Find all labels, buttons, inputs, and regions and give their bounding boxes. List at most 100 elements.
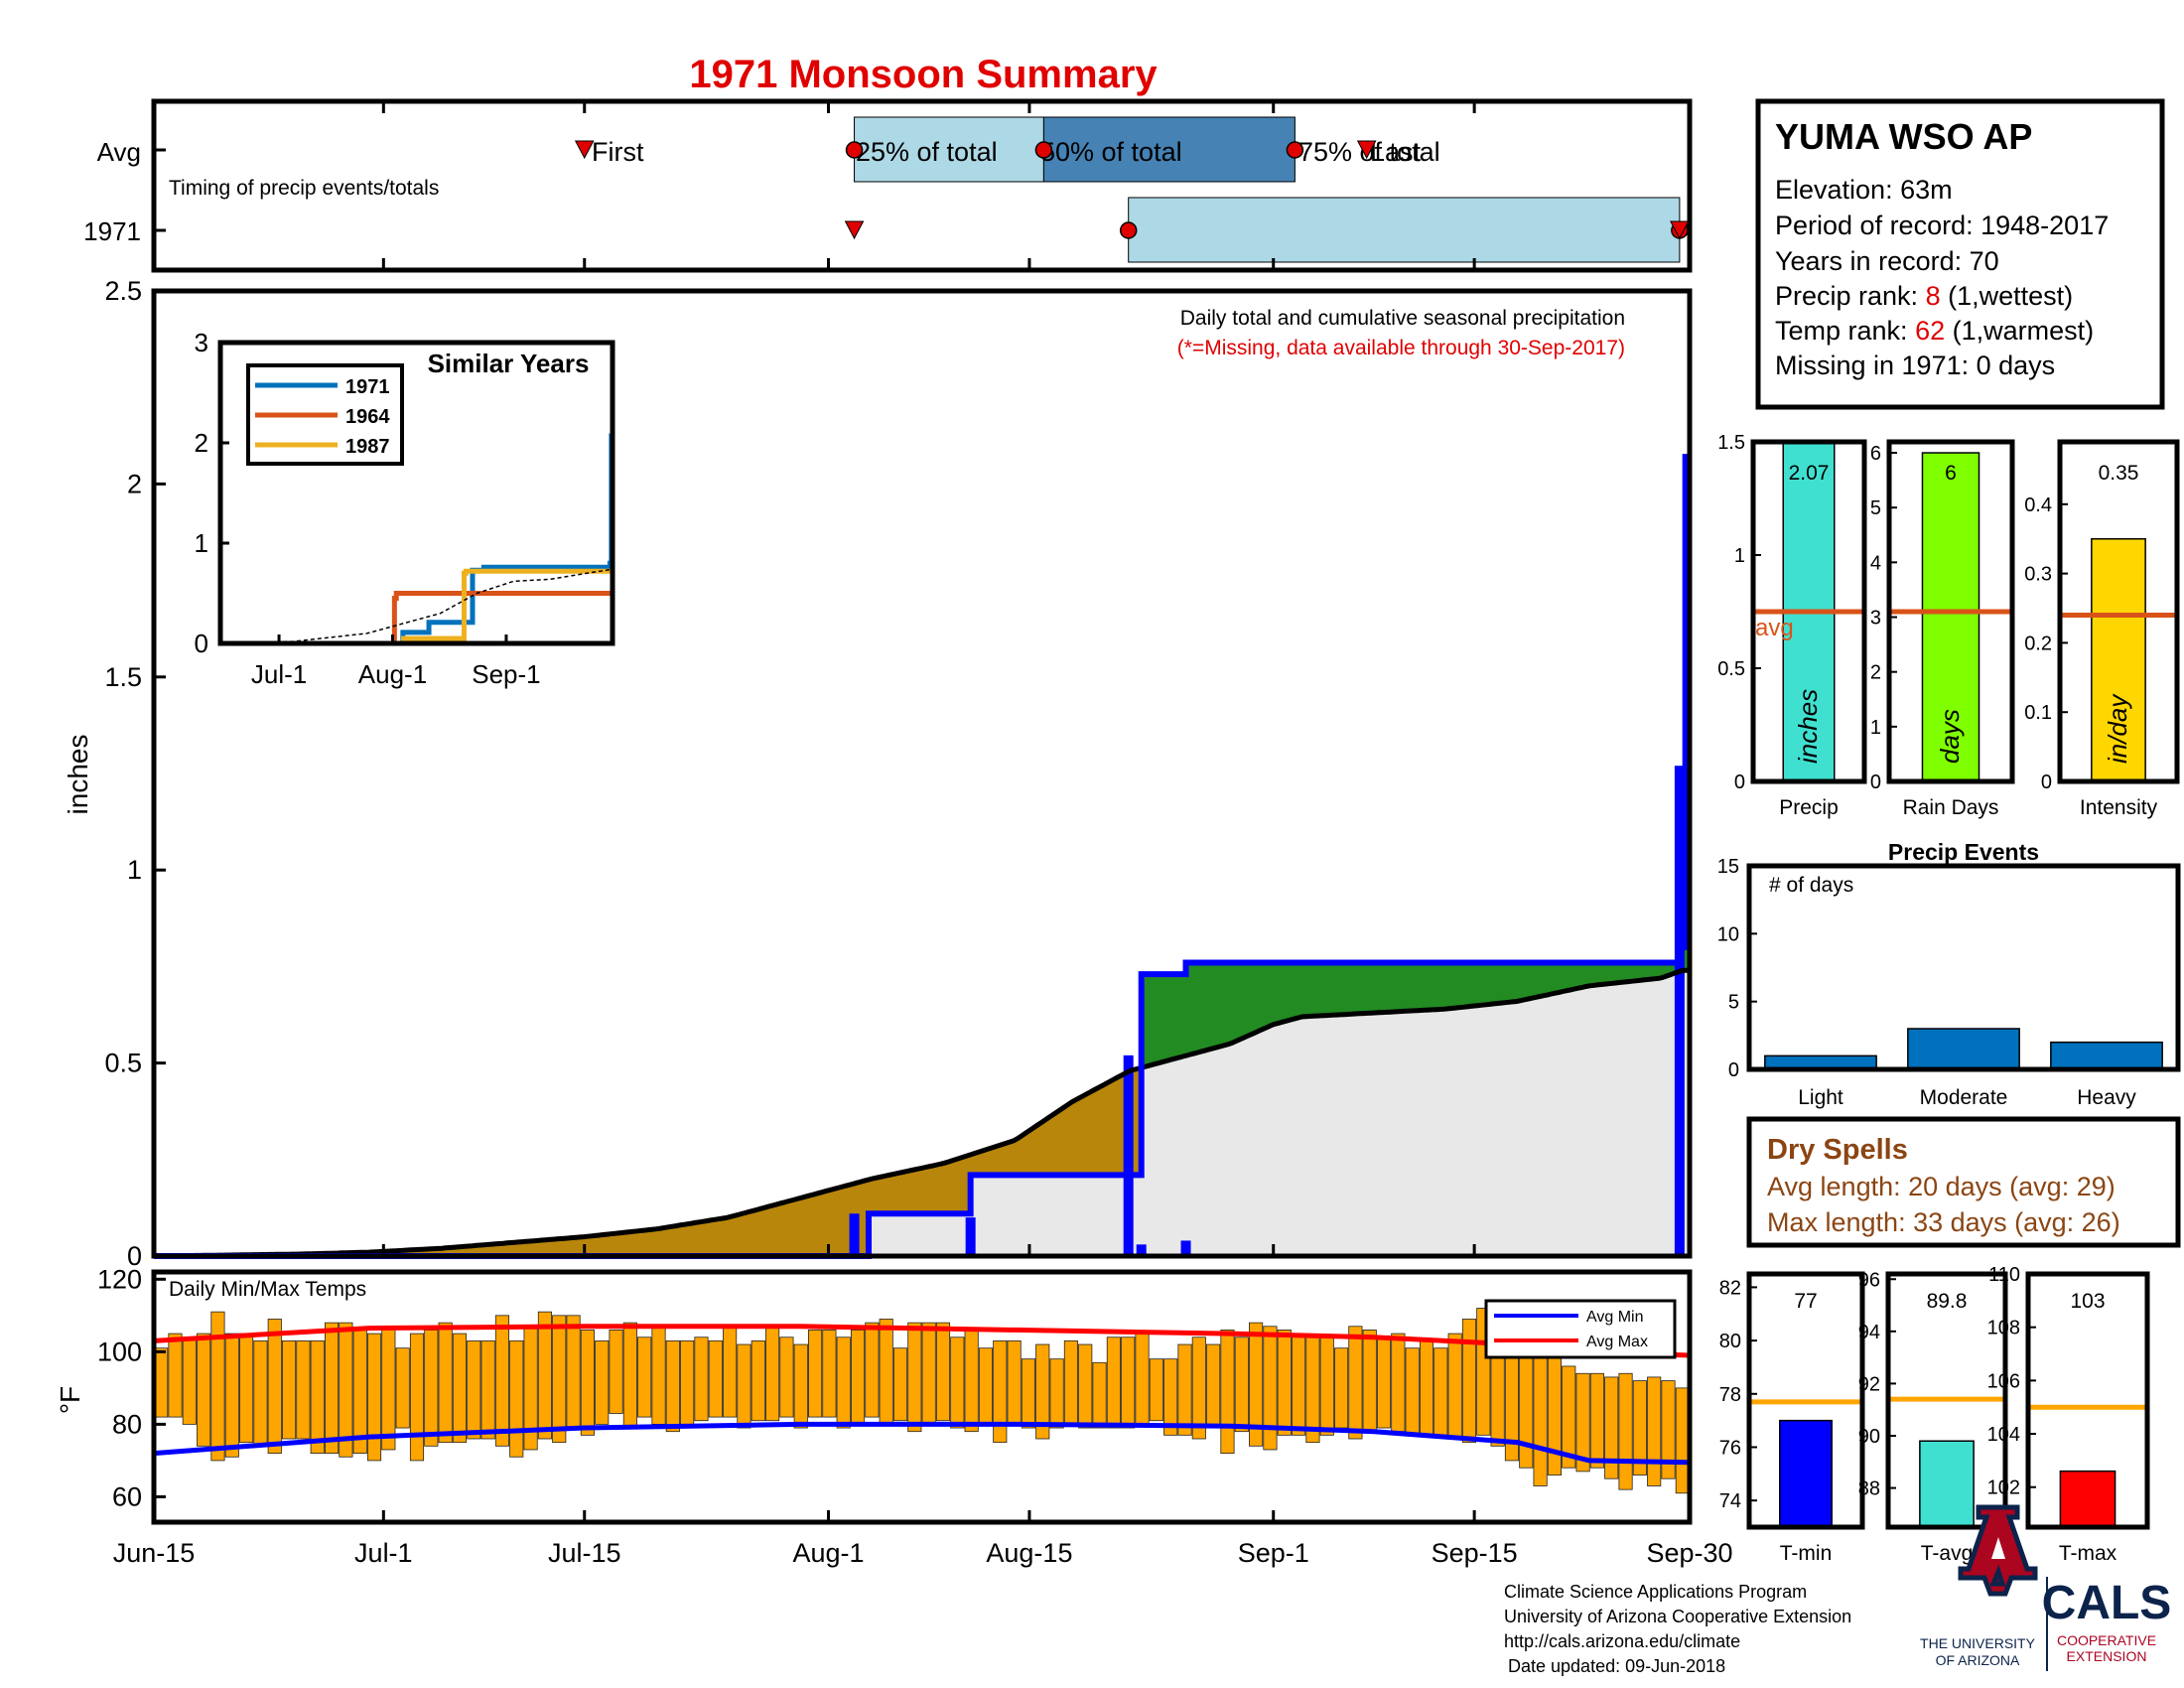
- temp-range-bar-12: [324, 1322, 340, 1455]
- temp-range-bar-102: [1604, 1376, 1619, 1479]
- station-years: Years in record: 70: [1775, 246, 1999, 276]
- average-cumulative-line: [153, 967, 1690, 1259]
- legend-label-avg-min: Avg Min: [1586, 1309, 1644, 1326]
- timing-note: Timing of precip events/totals: [169, 177, 439, 200]
- temp-range-bar-53: [907, 1322, 922, 1433]
- timing-p25-label: 25% of total: [856, 137, 998, 167]
- footer-line-3: http://cals.arizona.edu/climate: [1504, 1631, 1740, 1651]
- ua-logo-line-2: OF ARIZONA: [1936, 1652, 2020, 1668]
- temp-range-bar-37: [680, 1339, 695, 1425]
- avg-p50-p75-box: [1042, 116, 1296, 183]
- inset-xtick-label-1: Aug-1: [358, 659, 427, 689]
- inset-ytick-label-3: 3: [195, 328, 208, 357]
- footer-line-4: Date updated: 09-Jun-2018: [1508, 1656, 1725, 1676]
- panel-title: Intensity: [2080, 796, 2158, 819]
- date-tick-label-5: Sep-1: [1238, 1538, 1309, 1568]
- avg-p50-marker: [1034, 141, 1053, 159]
- date-tick-label-7: Sep-30: [1646, 1538, 1732, 1568]
- ytick-label-1: 76: [1719, 1437, 1741, 1459]
- temp-range-bar-106: [1661, 1380, 1676, 1479]
- timing-year-label: 1971: [83, 216, 141, 246]
- panel-title: Precip: [1779, 796, 1839, 819]
- year-cumulative-line: [154, 454, 1690, 1259]
- temp-range-bar-100: [1575, 1372, 1590, 1473]
- temp-range-bar-42: [751, 1339, 765, 1422]
- dry-spells-title: Dry Spells: [1767, 1134, 1908, 1166]
- dry-spells-box: Dry Spells Avg length: 20 days (avg: 29)…: [1746, 1116, 2181, 1248]
- below-both-fill: [154, 970, 1690, 1256]
- dry-spells-avg: Avg length: 20 days (avg: 29): [1767, 1172, 2116, 1201]
- inset-xtick-label-2: Sep-1: [472, 659, 540, 689]
- value-label: 89.8: [1927, 1290, 1968, 1313]
- temp-range-bar-77: [1249, 1322, 1264, 1447]
- temp-range-bar-19: [424, 1330, 439, 1447]
- daily-precip-bar-0: [849, 1213, 860, 1256]
- date-tick-label-4: Aug-15: [986, 1538, 1072, 1568]
- temp-range-bar-4: [210, 1311, 225, 1462]
- value-bar: [1919, 1440, 1975, 1528]
- ytick-label-2: 78: [1719, 1384, 1741, 1406]
- panel-t-avg: 88 90 92 94 96 89.8 T-avg: [1858, 1269, 2008, 1565]
- date-tick-label-2: Jul-15: [548, 1538, 621, 1568]
- ytick-label-4: 82: [1719, 1277, 1741, 1299]
- temp-range-bar-74: [1206, 1343, 1221, 1429]
- ytick-label-3: 94: [1858, 1322, 1880, 1343]
- main-title: Daily total and cumulative seasonal prec…: [1180, 307, 1625, 330]
- panel-precip: 0 0.5 1 1.5 2.07 Precip inches avg: [1717, 432, 1867, 819]
- ytick-label-0: 74: [1719, 1490, 1741, 1512]
- temp-range-bar-11: [310, 1339, 325, 1455]
- temp-range-bar-65: [1078, 1343, 1093, 1429]
- daily-precip-bar-5: [1674, 766, 1685, 1256]
- ytick-label-4: 96: [1858, 1269, 1880, 1291]
- events-ylabel: # of days: [1769, 874, 1853, 897]
- ytick-label-3: 80: [1719, 1331, 1741, 1352]
- temp-range-bar-47: [822, 1330, 837, 1418]
- ytick-label-6: 6: [1870, 443, 1881, 465]
- timing-first-label: First: [592, 137, 644, 167]
- temp-range-bar-15: [366, 1333, 382, 1462]
- timing-panel: Avg 1971 Timing of precip events/totals …: [83, 98, 1693, 273]
- ytick-label-2: 0.2: [2024, 633, 2052, 654]
- temp-range-bar-92: [1461, 1319, 1477, 1444]
- value-label: 2.07: [1789, 462, 1830, 485]
- value-bar: [1779, 1419, 1833, 1528]
- year-p25-p75-box: [1128, 197, 1681, 263]
- main-note: (*=Missing, data available through 30-Se…: [1177, 337, 1625, 359]
- temp-range-bar-16: [381, 1326, 396, 1451]
- date-tick-label-3: Aug-1: [792, 1538, 864, 1568]
- temp-range-bar-63: [1049, 1358, 1064, 1429]
- temp-range-bar-39: [708, 1339, 723, 1418]
- date-tick-label-0: Jun-15: [113, 1538, 196, 1568]
- temp-range-bar-76: [1234, 1336, 1249, 1433]
- temp-range-bar-75: [1220, 1330, 1235, 1455]
- ytick-label-0: 0: [2041, 772, 2052, 793]
- panel-t-max: 102 104 106 108 110 103 T-max: [1987, 1264, 2150, 1565]
- summary-bar-panels: 0 0.5 1 1.5 2.07 Precip inches avg 0 1 2 3 4 5 6 6 Rain …: [1717, 432, 2180, 1565]
- temp-range-bar-87: [1391, 1333, 1406, 1433]
- temp-range-bar-61: [1021, 1358, 1035, 1429]
- temp-legend-box: [1484, 1299, 1677, 1359]
- ytick-label-2: 1: [1734, 545, 1745, 567]
- temp-range-bar-80: [1292, 1333, 1306, 1436]
- temp-range-bar-86: [1376, 1336, 1392, 1429]
- legend-label-1971: 1971: [345, 376, 390, 398]
- ytick-label-4: 110: [1988, 1264, 2020, 1286]
- date-tick-label-1: Jul-1: [354, 1538, 413, 1568]
- temp-range-bar-6: [239, 1333, 254, 1444]
- daily-precip-bar-3: [1136, 1244, 1147, 1256]
- avg-p25-p50-box: [854, 116, 1044, 183]
- ytick-label-1: 1: [1870, 717, 1881, 739]
- temp-range-bar-28: [552, 1315, 567, 1444]
- panel-rain-days: 0 1 2 3 4 5 6 6 Rain Days days: [1870, 439, 2015, 819]
- similar-years-inset: 0 1 2 3 Jul-1 Aug-1 Sep-1 Similar Years 1971 1…: [195, 328, 615, 689]
- value-label: 103: [2070, 1290, 2105, 1313]
- temp-range-bar-7: [253, 1339, 268, 1447]
- precip-events-chart: Precip Events Light Moderate Heavy 0 5 10 15 #…: [1717, 839, 2181, 1109]
- ytick-label-4: 0.4: [2024, 494, 2052, 516]
- legend-label-1964: 1964: [345, 406, 390, 428]
- temp-range-bar-1: [168, 1333, 183, 1418]
- temp-range-bar-3: [197, 1333, 211, 1447]
- temp-range-bar-84: [1348, 1326, 1363, 1440]
- cals-sub-2: EXTENSION: [2067, 1648, 2147, 1664]
- panel-frame: [1750, 439, 1867, 784]
